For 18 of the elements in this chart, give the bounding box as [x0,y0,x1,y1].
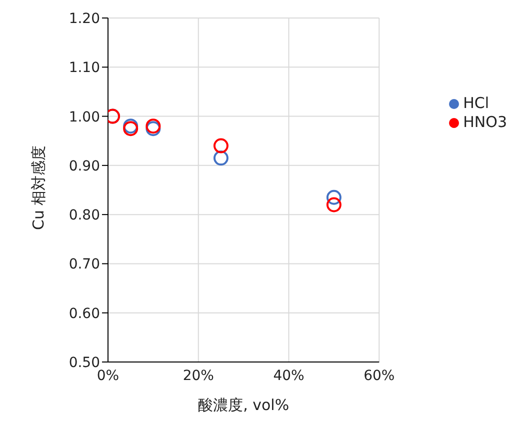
y-tick-label: 1.10 [68,60,100,76]
x-tick-label: 60% [364,368,395,384]
y-tick-label: 0.90 [68,158,100,174]
y-tick-label: 0.70 [68,256,100,273]
x-axis-title: 酸濃度, vol% [198,396,290,414]
x-tick-label: 20% [182,368,214,384]
y-tick-label: 1.00 [68,109,100,126]
point [213,150,228,166]
y-tick-label: 0.60 [68,306,100,322]
y-axis-title: Cu 相対感度 [29,145,48,230]
point [213,138,228,154]
legend-label: HCl [463,94,490,112]
point [326,197,342,212]
x-tick-label: 40% [273,368,304,384]
legend-label: HNO3 [463,113,507,131]
y-tick-label: 0.80 [68,208,100,224]
point [326,190,342,205]
y-tick-label: 1.20 [68,10,100,27]
